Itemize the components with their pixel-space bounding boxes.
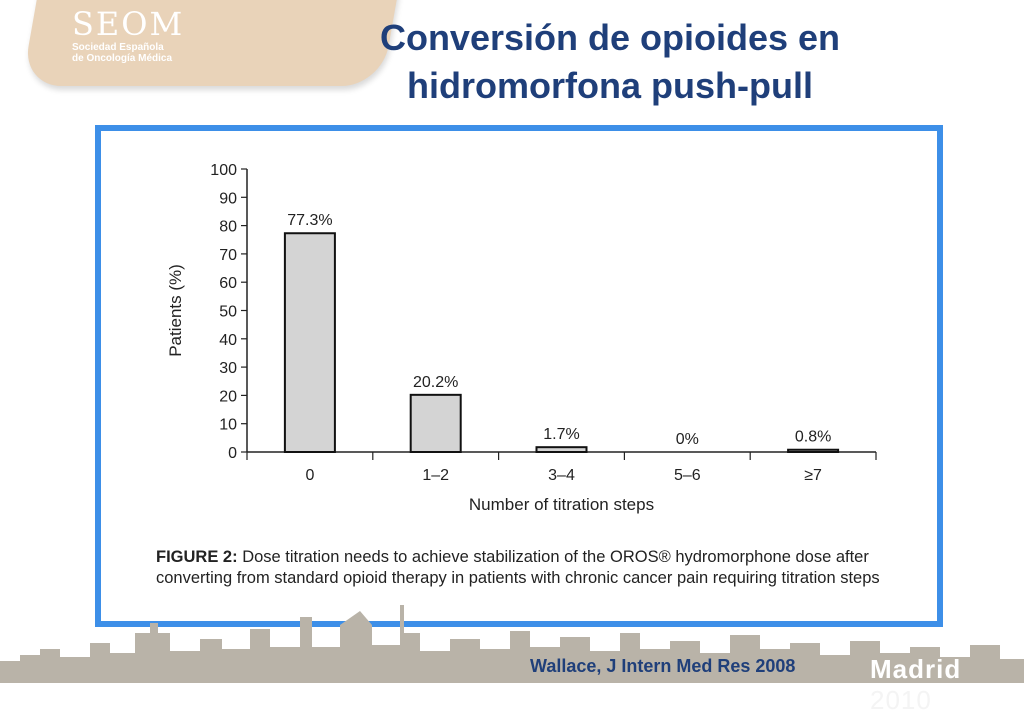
bar xyxy=(283,232,336,453)
y-tick-label: 40 xyxy=(219,332,237,349)
slide-title: Conversión de opioides en hidromorfona p… xyxy=(330,14,890,110)
logo-line-2: de Oncología Médica xyxy=(72,53,173,64)
footer-year: 2010 xyxy=(870,685,932,715)
y-tick-label: 60 xyxy=(219,275,237,292)
y-tick-label: 70 xyxy=(219,247,237,264)
footer-city: Madrid xyxy=(870,654,962,684)
y-tick-label: 80 xyxy=(219,219,237,236)
y-tick-label: 10 xyxy=(219,417,237,434)
y-tick-label: 0 xyxy=(228,445,237,462)
slide-title-line-2: hidromorfona push-pull xyxy=(407,65,813,106)
bar xyxy=(409,393,462,454)
logo-line-1: Sociedad Española xyxy=(72,42,164,53)
figure-caption: FIGURE 2: Dose titration needs to achiev… xyxy=(156,547,891,589)
bar xyxy=(787,448,840,453)
y-tick-label: 100 xyxy=(210,162,237,179)
x-tick-label: 3–4 xyxy=(548,467,575,484)
seom-logo: SEOM Sociedad Española de Oncología Médi… xyxy=(72,6,184,64)
y-axis-label: Patients (%) xyxy=(166,264,185,357)
x-tick-label: 5–6 xyxy=(674,467,701,484)
caption-label: FIGURE 2: xyxy=(156,548,238,566)
y-tick-label: 20 xyxy=(219,388,237,405)
data-label: 20.2% xyxy=(413,374,458,391)
data-label: 0.8% xyxy=(795,429,831,446)
x-tick-label: ≥7 xyxy=(804,467,822,484)
logo-name: SEOM xyxy=(72,5,185,43)
y-tick-label: 90 xyxy=(219,190,237,207)
slide-title-line-1: Conversión de opioides en xyxy=(379,17,841,58)
caption-text: Dose titration needs to achieve stabiliz… xyxy=(156,548,880,587)
y-tick-label: 50 xyxy=(219,304,237,321)
data-label: 77.3% xyxy=(287,212,332,229)
x-axis-label: Number of titration steps xyxy=(469,495,654,514)
footer-event-logo: Madrid 2010 xyxy=(870,654,1024,716)
y-tick-label: 30 xyxy=(219,360,237,377)
bar xyxy=(535,446,588,453)
data-label: 1.7% xyxy=(543,426,579,443)
bar-chart: 0 10 20 30 40 50 60 70 80 90 100 77.3% 0 20.2% 1–2 1.7%… xyxy=(166,162,877,514)
citation: Wallace, J Intern Med Res 2008 xyxy=(530,656,796,676)
data-label: 0% xyxy=(676,431,699,448)
x-tick-label: 1–2 xyxy=(422,467,449,484)
x-tick-label: 0 xyxy=(305,467,314,484)
madrid-skyline xyxy=(0,605,1024,683)
figure-frame: 0 10 20 30 40 50 60 70 80 90 100 77.3% 0 20.2% 1–2 1.7%… xyxy=(95,125,943,627)
